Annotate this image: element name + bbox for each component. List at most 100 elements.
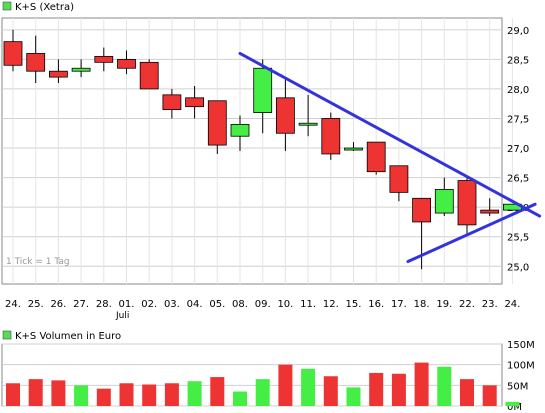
x-tick-label: 15. bbox=[346, 299, 362, 310]
candle-body bbox=[162, 94, 182, 111]
candle-body bbox=[230, 124, 250, 137]
candle-body bbox=[26, 53, 46, 72]
candle bbox=[117, 50, 136, 75]
candles bbox=[3, 29, 522, 270]
candle bbox=[94, 47, 114, 72]
x-tick-label: 10. bbox=[277, 299, 293, 310]
candle bbox=[321, 112, 341, 160]
candle-body bbox=[3, 41, 23, 66]
candle-body bbox=[71, 67, 91, 72]
price-legend-label: K+S (Xetra) bbox=[15, 2, 74, 13]
x-tick-labels: 24. 25. 26. 27. 28. 01. 02. 03. 04. 05. 08. 09. 10. 1… bbox=[5, 299, 520, 310]
candle bbox=[480, 198, 500, 217]
candle bbox=[71, 59, 91, 78]
candle bbox=[230, 115, 250, 151]
candle bbox=[366, 141, 386, 175]
candle bbox=[389, 165, 409, 202]
candle-body bbox=[275, 97, 295, 134]
volume-y-tick-label: 0M bbox=[507, 402, 522, 413]
volume-bars bbox=[6, 362, 520, 406]
volume-bar bbox=[437, 366, 452, 406]
candle bbox=[253, 59, 273, 134]
volume-bar bbox=[323, 376, 338, 406]
price-y-tick-label: 29,0 bbox=[507, 26, 529, 37]
x-tick-label: 12. bbox=[323, 299, 339, 310]
price-y-tick-label: 25,0 bbox=[507, 262, 529, 273]
volume-bar bbox=[142, 384, 157, 406]
x-tick-label: 28. bbox=[96, 299, 112, 310]
volume-bar bbox=[482, 385, 497, 406]
volume-bar bbox=[505, 401, 520, 406]
candle bbox=[434, 177, 454, 217]
volume-bar bbox=[96, 388, 111, 406]
volume-bar bbox=[346, 387, 361, 406]
candle-body bbox=[298, 122, 318, 126]
price-gridlines bbox=[2, 18, 513, 284]
x-tick-label: 02. bbox=[141, 299, 157, 310]
x-tick-label: 27. bbox=[73, 299, 89, 310]
volume-bar bbox=[6, 383, 20, 406]
volume-bar bbox=[119, 383, 134, 406]
x-tick-label: 23. bbox=[482, 299, 498, 310]
candle-body bbox=[412, 197, 432, 223]
month-label: Juli bbox=[115, 311, 129, 321]
candle-body bbox=[434, 189, 454, 214]
volume-bar bbox=[28, 379, 43, 406]
volume-bar bbox=[233, 391, 247, 406]
candle bbox=[185, 85, 205, 119]
x-tick-label: 09. bbox=[255, 299, 271, 310]
volume-panel: K+S Volumen in Euro 150M 100M 50M 0M bbox=[1, 330, 535, 413]
x-tick-label: 24. bbox=[5, 299, 21, 310]
candle-body bbox=[253, 67, 273, 113]
volume-bar bbox=[210, 377, 225, 406]
candle bbox=[275, 77, 295, 151]
x-tick-label: 08. bbox=[232, 299, 248, 310]
trendline bbox=[238, 51, 542, 218]
volume-bar bbox=[460, 379, 474, 406]
x-tick-label: 26. bbox=[50, 299, 66, 310]
candle-body bbox=[117, 58, 136, 69]
candle bbox=[3, 29, 23, 72]
candle-body bbox=[457, 180, 477, 226]
volume-bar bbox=[414, 362, 429, 406]
volume-y-tick-label: 50M bbox=[507, 381, 528, 392]
price-plot-area bbox=[1, 17, 503, 285]
candle bbox=[139, 59, 159, 90]
x-tick-label: 25. bbox=[28, 299, 44, 310]
candle-body bbox=[185, 97, 205, 108]
price-y-ticks: 29,028,528,027,527,026,526,025,525,0 bbox=[507, 26, 529, 273]
volume-bar bbox=[74, 385, 89, 406]
volume-bar bbox=[255, 379, 270, 406]
volume-bar bbox=[369, 372, 384, 406]
x-tick-label: 05. bbox=[209, 299, 225, 310]
price-panel: K+S (Xetra) 29,028,528,027,527,026,526,0… bbox=[1, 1, 542, 321]
price-y-tick-label: 28,0 bbox=[507, 85, 529, 96]
x-tick-label: 04. bbox=[187, 299, 203, 310]
candle-body bbox=[480, 209, 500, 214]
volume-y-tick-label: 100M bbox=[507, 361, 535, 372]
volume-legend-swatch bbox=[2, 330, 12, 340]
candle bbox=[49, 59, 68, 84]
trendline bbox=[406, 202, 537, 264]
candle-body bbox=[321, 118, 341, 155]
candle bbox=[344, 142, 363, 151]
candle bbox=[207, 100, 227, 154]
volume-y-tick-label: 150M bbox=[507, 340, 535, 351]
price-y-tick-label: 27,5 bbox=[507, 114, 529, 125]
x-tick-label: 16. bbox=[368, 299, 384, 310]
candle-body bbox=[207, 100, 227, 146]
x-tick-label: 03. bbox=[164, 299, 180, 310]
x-tick-label: 22. bbox=[459, 299, 475, 310]
candle bbox=[412, 197, 432, 270]
candle bbox=[26, 35, 46, 84]
tick-note: 1 Tick = 1 Tag bbox=[6, 257, 70, 267]
price-legend-swatch bbox=[2, 1, 12, 11]
x-tick-label: 01. bbox=[119, 299, 135, 310]
volume-bar bbox=[301, 368, 316, 406]
x-tick-label: 24. bbox=[504, 299, 520, 310]
x-tick-label: 11. bbox=[300, 299, 316, 310]
candle-body bbox=[94, 56, 114, 63]
candle bbox=[162, 88, 182, 119]
candle-body bbox=[389, 165, 409, 193]
